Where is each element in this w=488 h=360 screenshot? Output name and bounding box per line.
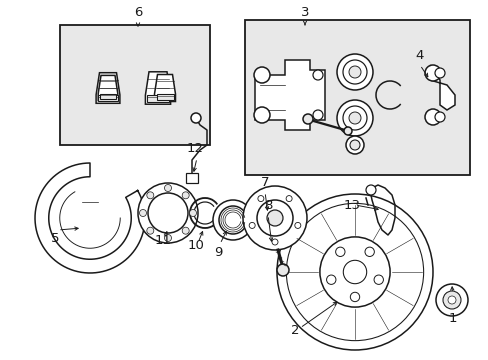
Circle shape <box>434 68 444 78</box>
Circle shape <box>447 296 455 304</box>
Circle shape <box>146 192 154 199</box>
Polygon shape <box>145 72 170 104</box>
Circle shape <box>424 65 440 81</box>
Polygon shape <box>429 65 454 110</box>
Text: 8: 8 <box>263 198 272 212</box>
Circle shape <box>182 192 189 199</box>
Text: 13: 13 <box>343 198 360 212</box>
Circle shape <box>146 227 154 234</box>
Circle shape <box>435 284 467 316</box>
Circle shape <box>294 222 300 228</box>
Circle shape <box>373 275 383 284</box>
Circle shape <box>285 195 291 202</box>
Bar <box>185 173 198 183</box>
Circle shape <box>312 70 323 80</box>
Circle shape <box>138 183 198 243</box>
Circle shape <box>343 127 351 135</box>
Circle shape <box>434 112 444 122</box>
Circle shape <box>365 185 375 195</box>
Circle shape <box>271 239 278 245</box>
Text: 6: 6 <box>134 5 142 18</box>
Circle shape <box>164 185 171 192</box>
Circle shape <box>326 275 335 284</box>
Circle shape <box>348 66 360 78</box>
Text: 3: 3 <box>300 5 308 18</box>
Polygon shape <box>156 94 173 99</box>
Polygon shape <box>96 73 120 103</box>
Circle shape <box>336 100 372 136</box>
Circle shape <box>253 107 269 123</box>
Circle shape <box>243 186 306 250</box>
Circle shape <box>424 109 440 125</box>
Circle shape <box>253 67 269 83</box>
Circle shape <box>191 113 201 123</box>
Polygon shape <box>147 95 168 102</box>
Text: 4: 4 <box>415 49 423 62</box>
Bar <box>244 20 469 175</box>
Circle shape <box>348 112 360 124</box>
Circle shape <box>349 292 359 302</box>
Circle shape <box>139 210 146 216</box>
Text: 2: 2 <box>290 324 299 337</box>
Circle shape <box>257 195 264 202</box>
Polygon shape <box>98 95 118 101</box>
Circle shape <box>342 60 366 84</box>
Circle shape <box>266 210 283 226</box>
Text: 5: 5 <box>51 231 59 244</box>
Text: 11: 11 <box>154 234 171 247</box>
Text: 10: 10 <box>187 239 204 252</box>
Circle shape <box>303 114 312 124</box>
Circle shape <box>276 264 288 276</box>
Circle shape <box>164 234 171 242</box>
Bar <box>60 25 209 145</box>
Circle shape <box>148 193 187 233</box>
Circle shape <box>257 200 292 236</box>
Polygon shape <box>254 60 325 130</box>
Circle shape <box>276 194 432 350</box>
Polygon shape <box>98 75 118 100</box>
Polygon shape <box>100 94 116 99</box>
Circle shape <box>213 200 252 240</box>
Circle shape <box>343 260 366 284</box>
Circle shape <box>319 237 389 307</box>
Circle shape <box>249 222 255 228</box>
Circle shape <box>442 291 460 309</box>
Circle shape <box>336 54 372 90</box>
Text: 9: 9 <box>213 246 222 258</box>
Circle shape <box>349 140 359 150</box>
Text: 1: 1 <box>448 311 456 324</box>
Circle shape <box>182 227 189 234</box>
Circle shape <box>346 136 363 154</box>
Text: 12: 12 <box>186 141 203 154</box>
Circle shape <box>342 106 366 130</box>
Circle shape <box>219 206 246 234</box>
Circle shape <box>312 110 323 120</box>
Circle shape <box>189 210 196 216</box>
Text: 7: 7 <box>260 176 269 189</box>
Circle shape <box>364 247 374 256</box>
Circle shape <box>335 247 345 256</box>
Polygon shape <box>154 75 175 102</box>
